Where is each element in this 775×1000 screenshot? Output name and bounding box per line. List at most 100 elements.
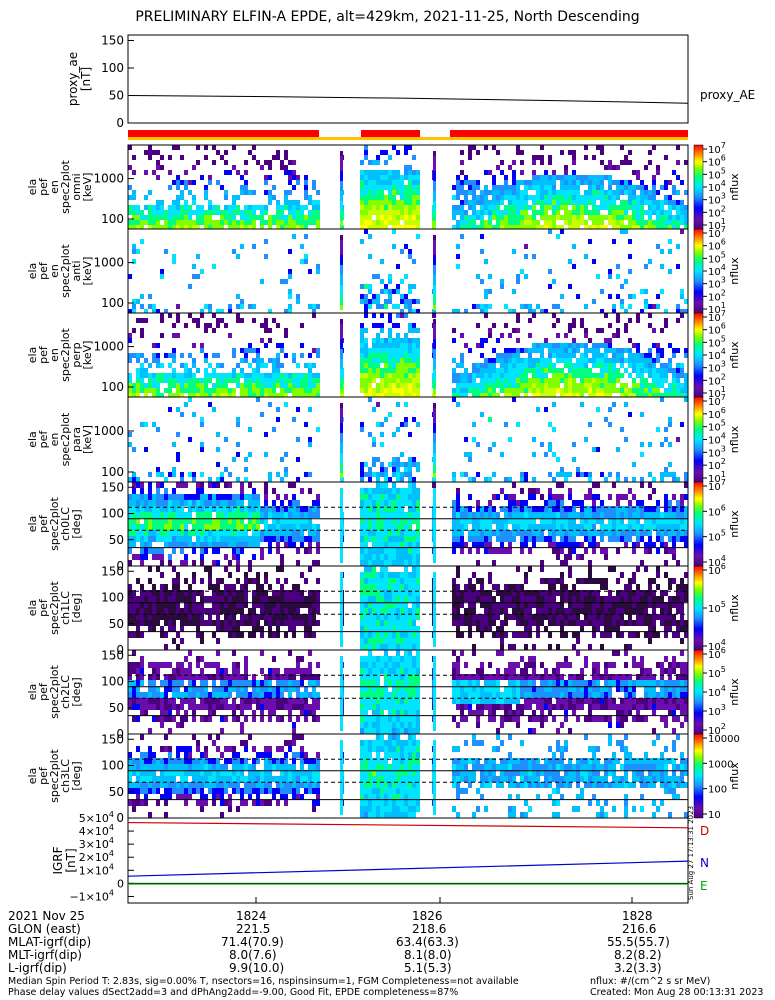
colorbar-tick-label: 104 <box>708 554 726 569</box>
spec-thin-line <box>340 617 343 622</box>
spec-thin-line <box>433 760 436 765</box>
spec-thin-line <box>433 176 436 181</box>
igrf-line-D <box>127 821 689 829</box>
spec-thin-line <box>340 438 343 443</box>
spec-thin-line <box>340 319 343 324</box>
spec-ylabel-line: pef <box>37 598 50 617</box>
spec-thin-line <box>340 671 343 676</box>
spec-thin-line <box>340 686 343 691</box>
spec-thin-line <box>433 661 436 666</box>
spec-thin-line <box>340 324 343 329</box>
spec-thin-line <box>340 443 343 448</box>
colorbar-tick-label: 1000 <box>708 759 733 770</box>
spec-thin-line <box>340 711 343 716</box>
spec-thin-line <box>340 235 343 240</box>
spec-thin-line <box>433 558 436 563</box>
spec-ylabel-line: ch3LC <box>59 759 72 793</box>
spec-thin-line <box>340 418 343 423</box>
spec-ylabel-line: spec2plot <box>48 749 61 803</box>
spec-thin-line <box>340 359 343 364</box>
spec-thin-line <box>340 285 343 290</box>
spec-thin-line <box>340 329 343 334</box>
spec-thin-line <box>340 721 343 726</box>
colorbar-tick-label: 101 <box>708 470 726 485</box>
colorbar-gradient <box>693 144 704 230</box>
orbit-date-1828: 1828 <box>622 909 653 923</box>
orbit-label-date: 2021 Nov 25 <box>8 909 85 923</box>
spec-thin-line <box>340 770 343 775</box>
spec-thin-line <box>433 413 436 418</box>
spec-thin-line <box>433 711 436 716</box>
colorbar-gradient <box>693 481 704 567</box>
spec-thin-line <box>340 622 343 627</box>
spec-thin-line <box>340 290 343 295</box>
colorbar-tick-label: 104 <box>708 179 726 194</box>
proxy-ae-ytick-label: 50 <box>109 89 124 103</box>
spec-thin-line <box>340 369 343 374</box>
colorbar-tick-label: 10 <box>708 810 721 821</box>
colorbar-tick-label: 102 <box>708 372 726 387</box>
orbit-glon-2: 218.6 <box>412 922 447 936</box>
spec-ylabel-line: spec2plot <box>59 412 72 466</box>
spec-thin-line <box>433 513 436 518</box>
spec-thin-line <box>433 602 436 607</box>
spec-thin-line <box>340 339 343 344</box>
colorbar: 106 105 104 103 102 nflux <box>693 646 741 737</box>
colorbar-tick-label: 103 <box>708 276 726 291</box>
spec-ytick-label: 150 <box>101 564 124 578</box>
spec-thin-line <box>433 384 436 389</box>
orbit-l-1: 9.9(10.0) <box>229 961 285 975</box>
spec-thin-line <box>433 577 436 582</box>
spec-panel-anti: 1000100elapefenspec2plotanti[keV]1071061… <box>26 225 741 316</box>
footer-nflux-units: nflux: #/(cm^2 s sr MeV) <box>590 976 711 987</box>
spec-thin-line <box>340 513 343 518</box>
spec-thin-line <box>433 354 436 359</box>
orbit-l-2: 5.1(5.3) <box>404 961 452 975</box>
colorbar-gradient <box>693 649 704 735</box>
orbit-label-mlat: MLAT-igrf(dip) <box>8 935 92 949</box>
colorbar-tick-label: 105 <box>708 529 726 544</box>
spec-thin-line <box>433 637 436 642</box>
spec-ytick-label: 0 <box>116 643 124 657</box>
spec-thin-line <box>340 597 343 602</box>
spec-thin-line <box>433 201 436 206</box>
spec-thin-line <box>433 706 436 711</box>
spec-thin-line <box>433 359 436 364</box>
proxy-ae-series-label: proxy_AE <box>700 88 755 102</box>
colorbar-tick-label: 103 <box>708 703 726 718</box>
orbit-glon-3: 216.6 <box>622 922 657 936</box>
spec-thin-line <box>340 280 343 285</box>
colorbar-tick-label: 106 <box>708 646 726 661</box>
spec-ylabel-line: ela <box>26 516 39 533</box>
spec-cells <box>128 397 688 482</box>
spec-ytick-label: 100 <box>101 507 124 521</box>
spec-ylabel-line: pef <box>37 766 50 785</box>
spec-ylabel-line: spec2plot <box>59 160 72 214</box>
spec-thin-line <box>340 587 343 592</box>
spec-thin-line <box>340 805 343 810</box>
spec-thin-line <box>433 582 436 587</box>
spec-ylabel-line: spec2plot <box>48 497 61 551</box>
colorbar-label: nflux <box>728 257 741 285</box>
spec-thin-line <box>433 745 436 750</box>
igrf-frame <box>127 817 689 904</box>
spec-ylabel-line: pef <box>37 514 50 533</box>
spec-thin-line <box>433 423 436 428</box>
orbit-mlat-3: 55.5(55.7) <box>607 935 670 949</box>
spec-thin-line <box>340 661 343 666</box>
spec-ylabel-line: [keV] <box>81 173 94 202</box>
spec-thin-line <box>340 592 343 597</box>
spec-thin-line <box>340 543 343 548</box>
spec-thin-line <box>340 206 343 211</box>
spec-thin-line <box>340 265 343 270</box>
spec-thin-line <box>433 181 436 186</box>
igrf-legend-E: E <box>700 879 708 893</box>
colorbar-tick-label: 104 <box>708 638 726 653</box>
spec-ytick-label: 0 <box>116 727 124 741</box>
spec-thin-line <box>340 642 343 647</box>
spec-ytick-label: 1000 <box>93 424 124 438</box>
spec-thin-line <box>340 171 343 176</box>
spec-thin-line <box>433 235 436 240</box>
zone-bar-red-segment <box>361 130 420 137</box>
spec-thin-line <box>433 473 436 478</box>
